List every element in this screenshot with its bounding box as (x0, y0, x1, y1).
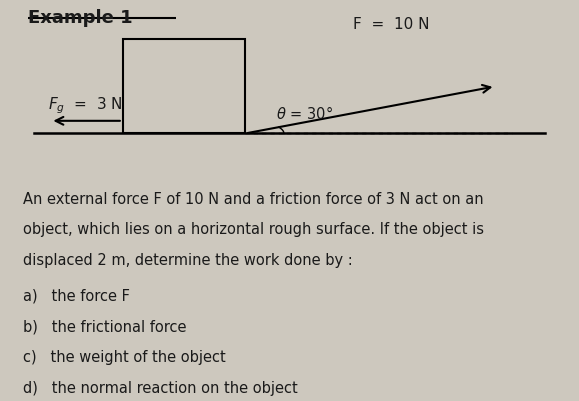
Text: b)   the frictional force: b) the frictional force (23, 318, 186, 334)
Text: $F_g$  =  3 N: $F_g$ = 3 N (47, 95, 122, 115)
Text: object, which lies on a horizontal rough surface. If the object is: object, which lies on a horizontal rough… (23, 222, 483, 237)
Text: a)   the force F: a) the force F (23, 288, 130, 303)
Text: Example 1: Example 1 (28, 10, 133, 27)
Bar (123, 40, 245, 134)
Text: F  =  10 N: F = 10 N (353, 17, 430, 32)
Text: d)   the normal reaction on the object: d) the normal reaction on the object (23, 380, 298, 395)
Text: c)   the weight of the object: c) the weight of the object (23, 349, 225, 364)
Text: displaced 2 m, determine the work done by :: displaced 2 m, determine the work done b… (23, 253, 353, 267)
Text: $\theta$ = 30°: $\theta$ = 30° (276, 105, 332, 122)
Text: An external force F of 10 N and a friction force of 3 N act on an: An external force F of 10 N and a fricti… (23, 191, 483, 206)
